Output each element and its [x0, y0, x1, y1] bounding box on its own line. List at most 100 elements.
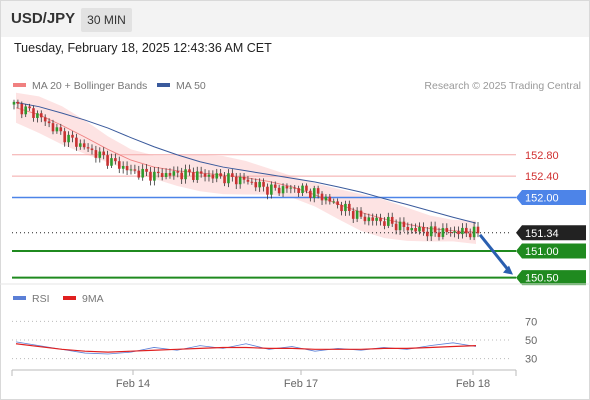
candle-body [348, 203, 351, 211]
candle-body [63, 131, 66, 143]
candle-body [258, 181, 261, 188]
candle-body [465, 227, 468, 234]
legend-label-ma20: MA 20 + Bollinger Bands [32, 80, 148, 92]
candle-body [472, 226, 476, 238]
level-label-2: 152.00 [525, 193, 559, 205]
ma9-legend-swatch [63, 296, 76, 301]
level-label-0: 152.80 [525, 150, 559, 162]
top-bar: USD/JPY 30 MIN [1, 1, 589, 37]
level-tag-bg-5 [516, 270, 586, 286]
level-tag-4: 151.00 [516, 243, 586, 259]
x-tick-label-2: Feb 18 [456, 378, 490, 390]
candle-body [422, 226, 425, 232]
rsi-legend-item-9ma: 9MA [63, 293, 104, 305]
candle-body [449, 232, 453, 234]
candle-body [379, 217, 382, 222]
level-tag-3: 151.34 [516, 225, 586, 241]
candle-body [156, 171, 160, 174]
candle-body [71, 134, 74, 138]
rsi-ma-line [15, 343, 477, 353]
candle-body [344, 203, 347, 212]
level-label-4: 151.00 [525, 246, 559, 258]
legend-item-ma50: MA 50 [157, 80, 206, 92]
candle-body [289, 187, 293, 189]
candle-body [86, 147, 90, 149]
x-tick-label-0: Feb 14 [116, 378, 150, 390]
rsi-legend-item-rsi: RSI [13, 293, 50, 305]
candle-body [199, 171, 203, 174]
candle-body [102, 151, 105, 156]
candle-body [195, 171, 199, 180]
candle-body [188, 169, 191, 173]
candle-body [332, 201, 336, 203]
candle-body [211, 174, 215, 179]
legend-swatch-ma20 [13, 83, 26, 88]
legend-swatch-ma50 [157, 83, 170, 88]
candle-body [301, 185, 304, 193]
level-tag-2: 152.00 [516, 190, 586, 206]
projection-arrow-head [503, 265, 513, 275]
candle-body [293, 187, 297, 189]
candle-body [363, 216, 367, 222]
candle-body [418, 226, 421, 232]
candle-body [176, 171, 180, 173]
candle-body [231, 173, 234, 177]
rsi-legend-label: RSI [32, 293, 50, 305]
legend-label-ma50: MA 50 [176, 80, 206, 92]
level-label-1: 152.40 [525, 171, 559, 183]
candle-body [242, 176, 246, 180]
candle-body [383, 221, 386, 226]
candle-body [234, 176, 238, 185]
candle-body [453, 231, 456, 233]
candle-body [262, 181, 265, 187]
candle-body [47, 121, 51, 124]
candle-body [445, 228, 449, 233]
candle-body [336, 201, 339, 205]
candle-body [149, 171, 152, 181]
candle-body [168, 173, 172, 176]
candle-body [266, 186, 269, 195]
series-line-1 [15, 101, 477, 224]
candle-body [32, 108, 35, 118]
candle-body [192, 172, 195, 180]
rsi-tick-label-2: 30 [525, 354, 537, 366]
datetime-label: Tuesday, February 18, 2025 12:43:36 AM C… [14, 41, 272, 55]
candle-body [394, 223, 398, 231]
candle-body [110, 158, 113, 166]
level-label-3: 151.34 [525, 228, 559, 240]
candle-body [145, 168, 148, 172]
candle-body [402, 221, 406, 227]
candle-body [238, 176, 242, 185]
level-tag-5: 150.50 [516, 270, 586, 286]
level-tag-bg-3 [516, 225, 586, 241]
candle-body [309, 190, 312, 198]
legend-item-ma20: MA 20 + Bollinger Bands [13, 80, 147, 92]
x-tick-label-1: Feb 17 [284, 378, 318, 390]
rsi-tick-label-1: 50 [525, 335, 537, 347]
candle-body [429, 226, 433, 237]
candle-body [340, 204, 343, 212]
candle-body [78, 143, 82, 147]
candle-body [67, 134, 70, 143]
candle-body [277, 187, 281, 194]
candle-body [184, 169, 187, 180]
candle-body [390, 216, 394, 224]
ma9-legend-label: 9MA [82, 293, 104, 305]
candle-body [359, 210, 363, 217]
candle-body [153, 171, 156, 181]
candle-body [414, 228, 417, 232]
candle-body [215, 173, 219, 179]
candle-body [39, 113, 43, 118]
candle-body [468, 233, 472, 238]
symbol-label: USD/JPY [11, 10, 76, 27]
candle-body [328, 196, 332, 202]
candle-body [223, 176, 226, 184]
candle-body [121, 165, 125, 169]
timeframe-button[interactable]: 30 MIN [81, 8, 132, 32]
candle-body [59, 127, 63, 132]
candle-body [398, 221, 402, 231]
candle-body [254, 182, 258, 188]
candle-body [457, 231, 460, 235]
candle-body [82, 143, 86, 148]
